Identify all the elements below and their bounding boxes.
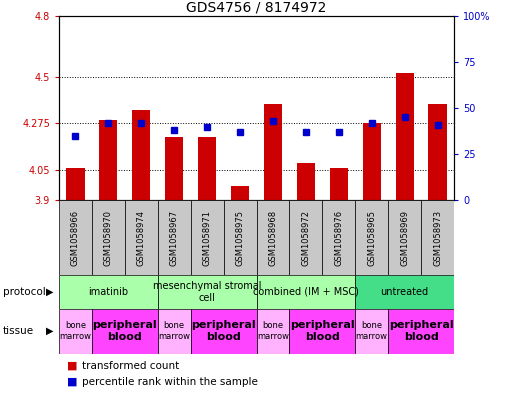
Bar [224,200,256,275]
Text: peripheral
blood: peripheral blood [191,320,256,342]
Text: untreated: untreated [381,287,429,297]
Bar [66,167,85,200]
Text: GSM1058973: GSM1058973 [433,210,442,266]
Bar [355,200,388,275]
Bar [355,309,388,354]
Bar [158,309,191,354]
Bar [388,309,454,354]
Text: GSM1058976: GSM1058976 [334,210,343,266]
Bar [396,73,413,200]
Text: GSM1058975: GSM1058975 [235,210,245,266]
Text: GSM1058971: GSM1058971 [203,210,212,266]
Bar [100,120,117,200]
Text: mesenchymal stromal
cell: mesenchymal stromal cell [153,281,262,303]
Bar [297,163,315,200]
Text: protocol: protocol [3,287,45,297]
Bar [92,200,125,275]
Bar [59,200,92,275]
Bar [289,309,355,354]
Bar [322,200,355,275]
Bar [158,275,256,309]
Text: bone
marrow: bone marrow [158,321,190,341]
Text: tissue: tissue [3,326,34,336]
Bar [198,137,216,200]
Bar [191,309,256,354]
Title: GDS4756 / 8174972: GDS4756 / 8174972 [186,0,327,15]
Text: bone
marrow: bone marrow [356,321,388,341]
Text: bone
marrow: bone marrow [60,321,91,341]
Text: GSM1058974: GSM1058974 [137,210,146,266]
Bar [191,200,224,275]
Text: percentile rank within the sample: percentile rank within the sample [82,377,258,387]
Text: ▶: ▶ [46,326,54,336]
Bar [363,123,381,200]
Bar [231,186,249,200]
Text: peripheral
blood: peripheral blood [389,320,453,342]
Text: bone
marrow: bone marrow [257,321,289,341]
Text: GSM1058968: GSM1058968 [268,210,278,266]
Text: GSM1058967: GSM1058967 [170,210,179,266]
Bar [421,200,454,275]
Text: GSM1058966: GSM1058966 [71,210,80,266]
Bar [355,275,454,309]
Text: GSM1058972: GSM1058972 [301,210,310,266]
Bar [59,275,158,309]
Text: GSM1058965: GSM1058965 [367,210,376,266]
Text: peripheral
blood: peripheral blood [92,320,157,342]
Bar [158,200,191,275]
Text: ■: ■ [67,361,77,371]
Text: transformed count: transformed count [82,361,180,371]
Bar [165,137,183,200]
Bar [256,309,289,354]
Text: GSM1058970: GSM1058970 [104,210,113,266]
Bar [59,309,92,354]
Bar [256,275,355,309]
Text: ■: ■ [67,377,77,387]
Text: peripheral
blood: peripheral blood [290,320,354,342]
Bar [264,104,282,200]
Bar [428,104,447,200]
Bar [132,110,150,200]
Bar [330,167,348,200]
Bar [92,309,158,354]
Bar [388,200,421,275]
Text: combined (IM + MSC): combined (IM + MSC) [253,287,359,297]
Bar [289,200,322,275]
Text: GSM1058969: GSM1058969 [400,210,409,266]
Text: imatinib: imatinib [88,287,128,297]
Text: ▶: ▶ [46,287,54,297]
Bar [256,200,289,275]
Bar [125,200,158,275]
